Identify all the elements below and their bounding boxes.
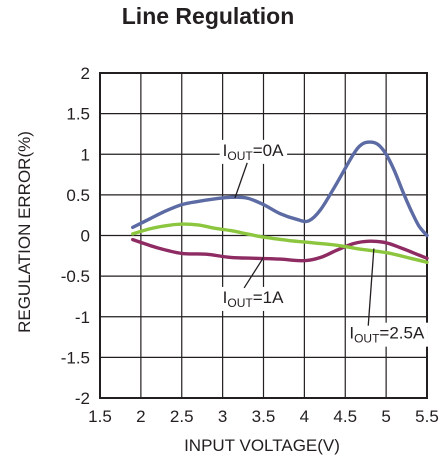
y-tick-label: 0.5 [66,186,90,205]
annotation-main-text: I [223,141,228,160]
y-tick-label: -2 [75,389,90,408]
annotation-subscript: OUT [354,332,380,346]
annotation-leader-line [234,162,248,199]
annotation-value-text: =0A [253,141,284,160]
annotation-leader-line [243,257,265,289]
chart-ticks: 1.5 2 2.5 3 3.5 4 4.5 5 5.5 2 1.5 1 0.5 0 -0.5 -1 -1.5 -2 [61,64,439,426]
annotation-background [219,139,288,164]
x-tick-label: 1.5 [88,407,112,426]
annotation-main-text: I [349,324,354,343]
y-tick-label: 1.5 [66,105,90,124]
y-tick-label: -0.5 [61,267,90,286]
x-tick-label: 3 [218,407,227,426]
x-tick-label: 2 [136,407,145,426]
annotation-value-text: =1A [253,288,284,307]
x-tick-label: 4 [300,407,309,426]
annotation-a1: IOUT=1A [219,286,288,311]
series-iout-1a-line [131,237,429,263]
x-tick-label: 3.5 [252,407,276,426]
annotation-background [346,322,428,347]
annotation-label: IOUT=2.5A [349,324,425,346]
annotation-value-text: =2.5A [379,324,425,343]
y-tick-label: 2 [81,64,90,83]
annotation-label: IOUT=0A [223,141,284,163]
y-tick-label: -1.5 [61,348,90,367]
x-axis-label: INPUT VOLTAGE(V) [184,436,340,455]
y-tick-label: 1 [81,145,90,164]
x-tick-label: 4.5 [333,407,357,426]
annotation-background [219,286,288,311]
x-tick-label: 5.5 [415,407,439,426]
annotation-a2: IOUT=2.5A [346,322,428,347]
x-tick-label: 5 [381,407,390,426]
annotation-main-text: I [223,288,228,307]
annotation-subscript: OUT [227,296,253,310]
x-tick-label: 2.5 [170,407,194,426]
y-tick-label: -1 [75,308,90,327]
chart-title: Line Regulation [122,3,295,29]
annotation-leader-line [367,248,375,326]
y-axis-label: REGULATION ERROR(%) [15,131,34,333]
annotation-label: IOUT=1A [223,288,284,310]
series-iout-0a-line [131,140,429,238]
annotation-a0: IOUT=0A [219,139,288,164]
y-tick-label: 0 [81,227,90,246]
annotation-subscript: OUT [227,149,253,163]
